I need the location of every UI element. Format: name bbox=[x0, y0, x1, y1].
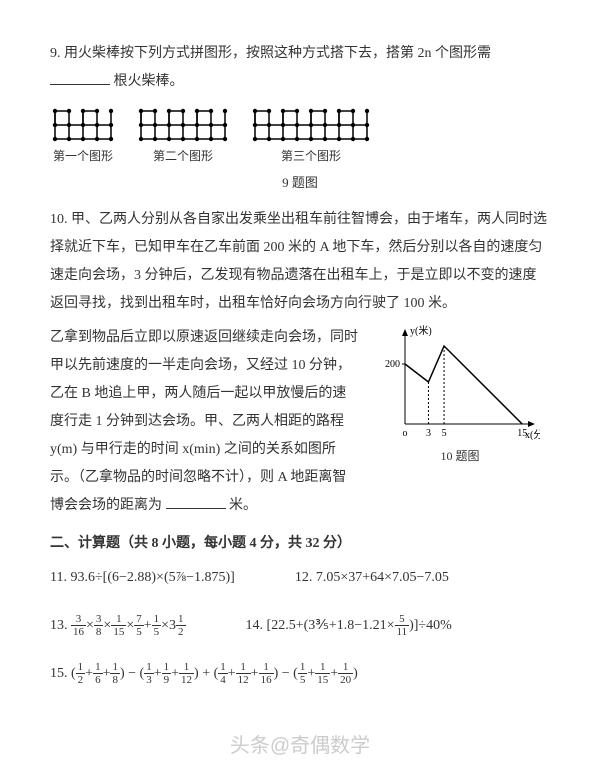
section2-title: 二、计算题（共 8 小题，每小题 4 分，共 32 分） bbox=[50, 530, 550, 558]
q13-expr: 316×38×115×75+15×312 bbox=[71, 618, 186, 633]
q14-expr-a: [22.5+(3⅗+1.8−1.21× bbox=[267, 618, 395, 633]
svg-text:x(分): x(分) bbox=[525, 429, 540, 441]
q14-label: 14. bbox=[246, 618, 264, 633]
q10-p1: 10. 甲、乙两人分别从各自家出发乘坐出租车前往智博会，由于堵车，两人同时选择就… bbox=[50, 206, 550, 318]
q15: 15. (12+16+18) − (13+19+112) + (14+112+1… bbox=[50, 660, 358, 688]
q15-expr: (12+16+18) − (13+19+112) + (14+112+116) … bbox=[71, 666, 358, 681]
q12-label: 12. bbox=[295, 570, 313, 585]
q9-fig2-label: 第二个图形 bbox=[136, 144, 230, 168]
q11-label: 11. bbox=[50, 570, 67, 585]
q9-fig1-label: 第一个图形 bbox=[50, 144, 116, 168]
q10-p3: 米。 bbox=[229, 498, 257, 513]
q13: 13. 316×38×115×75+15×312 bbox=[50, 612, 186, 640]
q10-row: 乙拿到物品后立即以原速返回继续走向会场，同时甲以先前速度的一半走向会场，又经过 … bbox=[50, 324, 550, 520]
svg-text:200: 200 bbox=[385, 359, 400, 370]
q9-fig3-label: 第三个图形 bbox=[250, 144, 372, 168]
q11: 11. 93.6÷[(6−2.88)×(5⅞−1.875)] bbox=[50, 564, 235, 592]
q11-expr: 93.6÷[(6−2.88)×(5⅞−1.875)] bbox=[70, 570, 234, 585]
svg-text:y(米): y(米) bbox=[410, 324, 432, 337]
q9-fig3: 第三个图形 bbox=[250, 106, 372, 168]
q15-row: 15. (12+16+18) − (13+19+112) + (14+112+1… bbox=[50, 660, 550, 688]
q10-blank bbox=[166, 494, 226, 509]
q13-q14-row: 13. 316×38×115×75+15×312 14. [22.5+(3⅗+1… bbox=[50, 612, 550, 640]
q13-label: 13. bbox=[50, 618, 68, 633]
q9-text: 9. 用火柴棒按下列方式拼图形，按照这种方式搭下去，搭第 2n 个图形需 根火柴… bbox=[50, 40, 550, 96]
q14: 14. [22.5+(3⅗+1.8−1.21×511)]÷40% bbox=[246, 612, 452, 640]
q12-expr: 7.05×37+64×7.05−7.05 bbox=[316, 570, 449, 585]
q15-label: 15. bbox=[50, 666, 68, 681]
q14-frac: 511 bbox=[395, 613, 410, 638]
q11-q12-row: 11. 93.6÷[(6−2.88)×(5⅞−1.875)] 12. 7.05×… bbox=[50, 564, 550, 592]
q9-figures: 第一个图形 第二个图形 第三个图形 bbox=[50, 106, 550, 168]
q10-chart-caption: 10 题图 bbox=[370, 444, 550, 468]
q14-expr-b: )]÷40% bbox=[409, 618, 452, 633]
q10-left: 乙拿到物品后立即以原速返回继续走向会场，同时甲以先前速度的一半走向会场，又经过 … bbox=[50, 324, 360, 520]
svg-text:15: 15 bbox=[517, 428, 527, 439]
svg-text:o: o bbox=[403, 428, 408, 439]
q12: 12. 7.05×37+64×7.05−7.05 bbox=[295, 564, 449, 592]
svg-text:3: 3 bbox=[426, 428, 431, 439]
watermark: 头条@奇偶数学 bbox=[0, 726, 600, 766]
q9-part-a: 9. 用火柴棒按下列方式拼图形，按照这种方式搭下去，搭第 2n 个图形需 bbox=[50, 46, 491, 61]
q9-blank bbox=[50, 70, 110, 85]
q10-p2: 乙拿到物品后立即以原速返回继续走向会场，同时甲以先前速度的一半走向会场，又经过 … bbox=[50, 330, 358, 513]
q9-part-b: 根火柴棒。 bbox=[114, 74, 184, 89]
q9-caption: 9 题图 bbox=[50, 170, 550, 196]
svg-text:5: 5 bbox=[442, 428, 447, 439]
q10-chart-box: y(米) x(分) 200 o 35 15 10 题图 bbox=[370, 324, 550, 468]
q9-fig2: 第二个图形 bbox=[136, 106, 230, 168]
q9-fig1: 第一个图形 bbox=[50, 106, 116, 168]
